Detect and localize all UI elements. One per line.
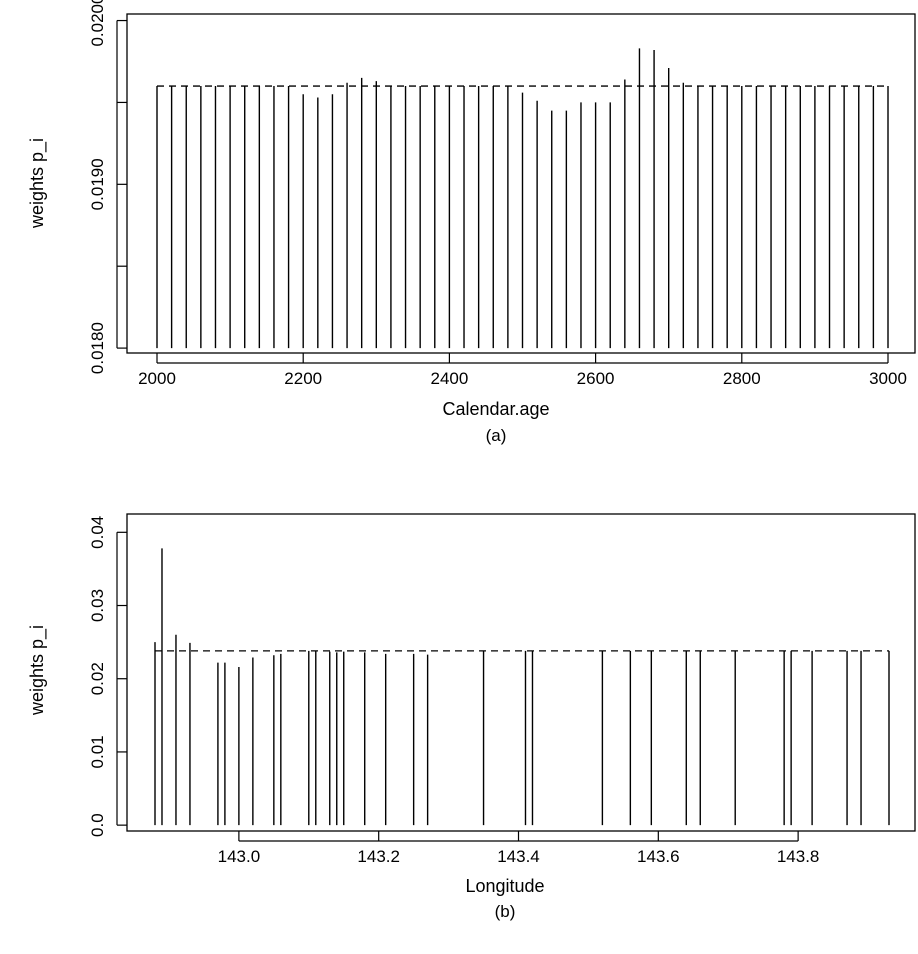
y-axis-b: 0.0 0.01 0.02 0.03 0.04 <box>88 516 127 837</box>
series-b <box>154 548 890 826</box>
x-tick-label-a-1: 2200 <box>284 369 322 388</box>
chart-panel-a: 0.0180 0.0190 0.0200 2000 2200 2400 2600 2800 3… <box>27 0 916 445</box>
x-axis-label-b: Longitude <box>465 876 544 896</box>
x-tick-label-a-3: 2600 <box>577 369 615 388</box>
panel-caption-a: (a) <box>486 426 507 445</box>
x-axis-label-a: Calendar.age <box>442 399 549 419</box>
x-tick-label-b-1: 143.2 <box>357 847 400 866</box>
x-tick-label-b-4: 143.8 <box>777 847 820 866</box>
plot-frame-a <box>126 13 916 354</box>
x-tick-label-a-4: 2800 <box>723 369 761 388</box>
y-tick-label-b-0: 0.0 <box>88 813 107 837</box>
x-tick-label-a-2: 2400 <box>430 369 468 388</box>
x-axis-b: 143.0 143.2 143.4 143.6 143.8 <box>218 831 820 866</box>
y-axis-a: 0.0180 0.0190 0.0200 <box>88 0 127 374</box>
y-axis-label-a: weights p_i <box>27 138 48 229</box>
series-a <box>156 48 889 349</box>
y-tick-label-b-3: 0.03 <box>88 589 107 622</box>
x-tick-label-b-2: 143.4 <box>497 847 540 866</box>
plot-frame-b <box>126 513 916 832</box>
x-axis-a: 2000 2200 2400 2600 2800 3000 <box>138 353 907 388</box>
x-tick-label-b-3: 143.6 <box>637 847 680 866</box>
x-tick-label-a-0: 2000 <box>138 369 176 388</box>
y-tick-label-b-2: 0.02 <box>88 662 107 695</box>
chart-panel-b: 0.0 0.01 0.02 0.03 0.04 143.0 143.2 143.4 143.6… <box>27 513 916 921</box>
y-tick-label-b-4: 0.04 <box>88 516 107 549</box>
x-tick-label-b-0: 143.0 <box>218 847 261 866</box>
x-tick-label-a-5: 3000 <box>869 369 907 388</box>
y-tick-label-a-0: 0.0180 <box>88 322 107 374</box>
panel-caption-b: (b) <box>495 902 516 921</box>
y-tick-label-a-2: 0.0190 <box>88 158 107 210</box>
y-tick-label-b-1: 0.01 <box>88 735 107 768</box>
y-tick-label-a-4: 0.0200 <box>88 0 107 47</box>
y-axis-label-b: weights p_i <box>27 625 48 716</box>
